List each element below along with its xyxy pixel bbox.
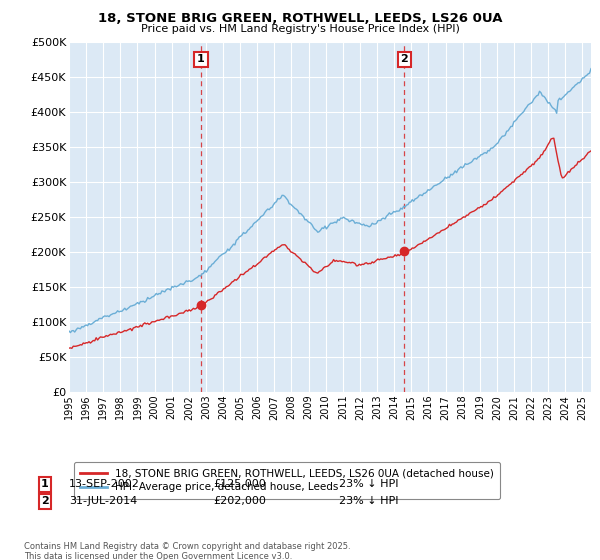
- Text: £125,000: £125,000: [213, 479, 266, 489]
- Text: Price paid vs. HM Land Registry's House Price Index (HPI): Price paid vs. HM Land Registry's House …: [140, 24, 460, 34]
- Text: 31-JUL-2014: 31-JUL-2014: [69, 496, 137, 506]
- Text: 2: 2: [41, 496, 49, 506]
- Text: 23% ↓ HPI: 23% ↓ HPI: [339, 479, 398, 489]
- Text: 2: 2: [400, 54, 408, 64]
- Text: 23% ↓ HPI: 23% ↓ HPI: [339, 496, 398, 506]
- Text: 1: 1: [197, 54, 205, 64]
- Text: 13-SEP-2002: 13-SEP-2002: [69, 479, 140, 489]
- Text: £202,000: £202,000: [213, 496, 266, 506]
- Text: 18, STONE BRIG GREEN, ROTHWELL, LEEDS, LS26 0UA: 18, STONE BRIG GREEN, ROTHWELL, LEEDS, L…: [98, 12, 502, 25]
- Text: 1: 1: [41, 479, 49, 489]
- Text: Contains HM Land Registry data © Crown copyright and database right 2025.
This d: Contains HM Land Registry data © Crown c…: [24, 542, 350, 560]
- Legend: 18, STONE BRIG GREEN, ROTHWELL, LEEDS, LS26 0UA (detached house), HPI: Average p: 18, STONE BRIG GREEN, ROTHWELL, LEEDS, L…: [74, 462, 500, 498]
